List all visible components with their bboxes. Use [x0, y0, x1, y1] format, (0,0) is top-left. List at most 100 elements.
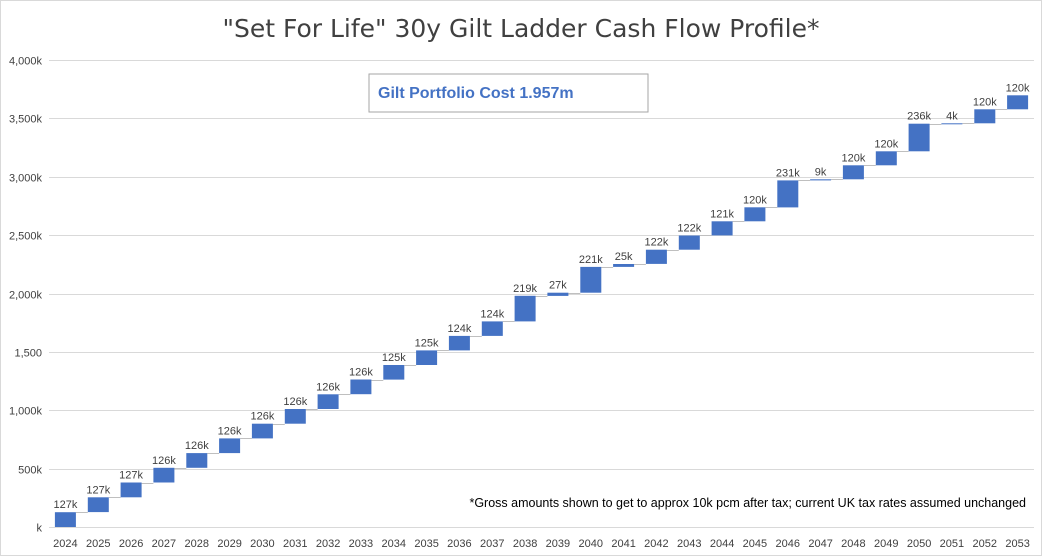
data-labels: 127k 127k 127k 126k 126k 126k 126k 126k 126k 126k… [53, 82, 1030, 511]
bar [777, 180, 799, 208]
data-label: 120k [874, 138, 898, 150]
bar [251, 423, 273, 439]
bar [974, 109, 996, 124]
x-tick-label: 2052 [973, 538, 997, 550]
bar [54, 512, 76, 527]
annotation-box-frame [368, 73, 649, 113]
gridlines [49, 60, 1034, 528]
bar [448, 335, 470, 351]
bar [547, 292, 569, 296]
bar [120, 482, 142, 498]
y-axis: k 500k 1,000k 1,500 2,000k 2,500k 3,000k 3,500k… [9, 56, 43, 535]
data-label: 121k [710, 208, 734, 220]
data-label: 25k [615, 251, 633, 263]
bar [744, 207, 766, 222]
data-label: 231k [776, 167, 800, 179]
bar [219, 438, 241, 454]
data-label: 27k [549, 280, 567, 292]
x-tick-label: 2035 [414, 538, 438, 550]
bar [645, 249, 667, 264]
data-label: 126k [185, 440, 209, 452]
x-tick-label: 2027 [152, 538, 176, 550]
x-tick-label: 2037 [480, 538, 504, 550]
x-tick-label: 2028 [185, 538, 209, 550]
data-label: 126k [218, 425, 242, 437]
data-label: 9k [815, 166, 827, 178]
footnote: *Gross amounts shown to get to approx 10… [469, 496, 1026, 510]
data-label: 126k [316, 381, 340, 393]
x-tick-label: 2032 [316, 538, 340, 550]
data-label: 4k [946, 110, 958, 122]
bar [711, 221, 733, 236]
x-tick-label: 2042 [644, 538, 668, 550]
bar [875, 151, 897, 166]
y-tick-label: k [37, 523, 43, 535]
bar [941, 123, 963, 125]
bar [580, 266, 602, 293]
data-label: 126k [250, 411, 274, 423]
bar [416, 350, 438, 365]
x-tick-label: 2043 [677, 538, 701, 550]
bar [87, 497, 109, 513]
x-tick-label: 2047 [808, 538, 832, 550]
data-label: 127k [86, 484, 110, 496]
data-label: 124k [480, 308, 504, 320]
y-tick-label: 4,000k [9, 56, 43, 68]
x-tick-label: 2036 [447, 538, 471, 550]
x-tick-label: 2048 [841, 538, 865, 550]
y-tick-label: 3,500k [9, 114, 43, 126]
bar [284, 409, 306, 424]
x-tick-label: 2038 [513, 538, 537, 550]
y-tick-label: 2,000k [9, 290, 43, 302]
x-tick-label: 2040 [579, 538, 603, 550]
y-tick-label: 1,000k [9, 406, 43, 418]
x-axis: 2024 2025 2026 2027 2028 2029 2030 2031 2032 2033… [53, 538, 1030, 550]
bar [810, 179, 832, 181]
bar [317, 394, 339, 409]
data-label: 127k [53, 499, 77, 511]
bar [481, 321, 503, 336]
data-label: 122k [644, 237, 668, 249]
data-label: 126k [152, 455, 176, 467]
annotation-box: Gilt Portfolio Cost 1.957m [368, 73, 649, 113]
x-tick-label: 2026 [119, 538, 143, 550]
annotation-box-text: Gilt Portfolio Cost 1.957m [378, 85, 574, 102]
bar [186, 453, 208, 468]
x-tick-label: 2034 [382, 538, 406, 550]
data-label: 122k [677, 223, 701, 235]
x-tick-label: 2041 [611, 538, 635, 550]
bar [514, 295, 536, 322]
x-tick-label: 2031 [283, 538, 307, 550]
y-tick-label: 3,000k [9, 173, 43, 185]
x-tick-label: 2050 [907, 538, 931, 550]
data-label: 219k [513, 283, 537, 295]
bar [908, 123, 930, 152]
chart-title: "Set For Life" 30y Gilt Ladder Cash Flow… [222, 14, 819, 43]
bar [842, 165, 864, 180]
bars [54, 95, 1029, 527]
data-label: 126k [349, 367, 373, 379]
data-label: 127k [119, 470, 143, 482]
data-label: 126k [283, 396, 307, 408]
x-tick-label: 2051 [940, 538, 964, 550]
bar [153, 467, 175, 483]
bar [678, 235, 700, 250]
x-tick-label: 2033 [349, 538, 373, 550]
x-tick-label: 2029 [217, 538, 241, 550]
bar [350, 379, 372, 395]
x-tick-label: 2046 [776, 538, 800, 550]
data-label: 236k [907, 111, 931, 123]
y-tick-label: 2,500k [9, 231, 43, 243]
x-tick-label: 2044 [710, 538, 734, 550]
bar [1007, 95, 1029, 110]
data-label: 120k [1006, 82, 1030, 94]
x-tick-label: 2024 [53, 538, 77, 550]
data-label: 124k [447, 323, 471, 335]
x-tick-label: 2049 [874, 538, 898, 550]
x-tick-label: 2030 [250, 538, 274, 550]
y-tick-label: 500k [18, 465, 42, 477]
bar [383, 365, 405, 380]
x-tick-label: 2039 [546, 538, 570, 550]
